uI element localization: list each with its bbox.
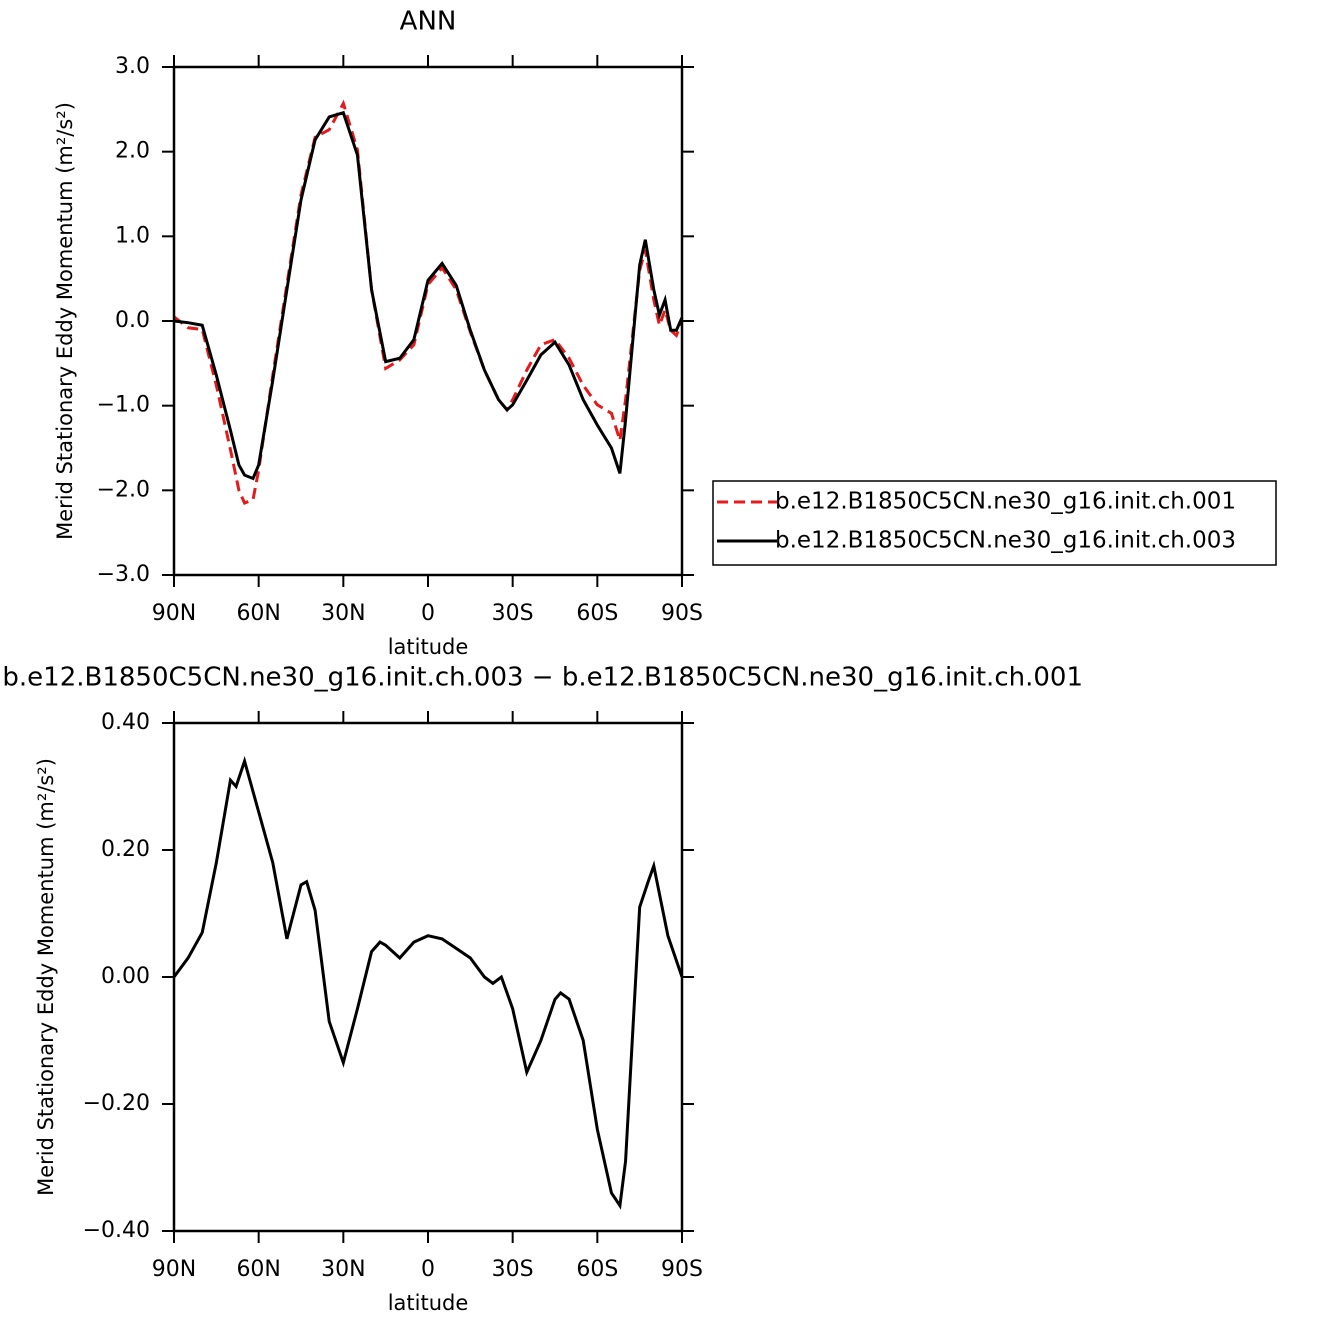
y-tick-label: 0.20	[101, 837, 150, 862]
y-axis-label: Merid Stationary Eddy Momentum (m²/s²)	[53, 102, 77, 540]
x-tick-label: 90S	[661, 601, 703, 626]
legend-label: b.e12.B1850C5CN.ne30_g16.init.ch.003	[775, 528, 1236, 554]
y-tick-label: 1.0	[115, 223, 150, 248]
x-axis-label: latitude	[388, 1291, 469, 1315]
x-tick-label: 0	[421, 1257, 435, 1282]
y-tick-label: −0.40	[83, 1218, 150, 1243]
x-tick-label: 90N	[152, 601, 196, 626]
x-tick-label: 60S	[576, 601, 618, 626]
x-tick-label: 60N	[236, 1257, 280, 1282]
y-tick-label: −2.0	[97, 477, 150, 502]
y-tick-label: 3.0	[115, 54, 150, 79]
x-tick-label: 60N	[236, 601, 280, 626]
legend-label: b.e12.B1850C5CN.ne30_g16.init.ch.001	[775, 489, 1236, 515]
x-tick-label: 30N	[321, 1257, 365, 1282]
x-tick-label: 60S	[576, 1257, 618, 1282]
chart-title: ANN	[400, 7, 457, 37]
data-line	[172, 755, 684, 1210]
chart-title: b.e12.B1850C5CN.ne30_g16.init.ch.003 − b…	[2, 663, 1083, 693]
y-tick-label: 0.0	[115, 308, 150, 333]
x-tick-label: 90S	[661, 1257, 703, 1282]
x-axis-label: latitude	[388, 635, 469, 659]
y-tick-label: 0.40	[101, 710, 150, 735]
y-tick-label: −3.0	[97, 562, 150, 587]
x-tick-label: 30N	[321, 601, 365, 626]
x-tick-label: 0	[421, 601, 435, 626]
plot-frame	[172, 721, 684, 1233]
y-axis-label: Merid Stationary Eddy Momentum (m²/s²)	[34, 758, 58, 1196]
x-tick-label: 30S	[492, 1257, 534, 1282]
x-tick-label: 90N	[152, 1257, 196, 1282]
legend-box	[712, 480, 1277, 566]
plot-frame	[172, 65, 684, 577]
x-tick-label: 30S	[492, 601, 534, 626]
data-line	[173, 99, 684, 505]
y-tick-label: 0.00	[101, 964, 150, 989]
y-tick-label: −1.0	[97, 393, 150, 418]
data-line	[173, 110, 684, 481]
y-tick-label: −0.20	[83, 1091, 150, 1116]
y-tick-label: 2.0	[115, 139, 150, 164]
